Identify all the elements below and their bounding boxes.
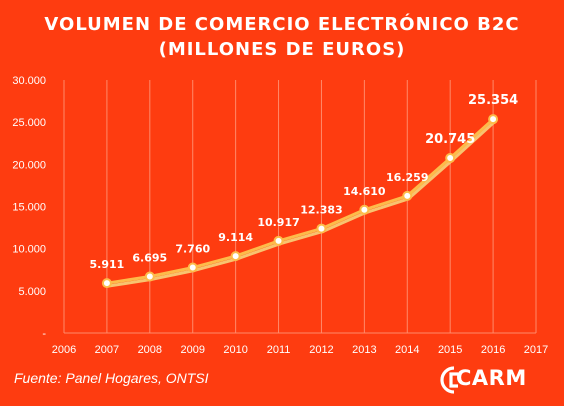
data-point xyxy=(101,278,112,289)
x-tick-label: 2013 xyxy=(352,344,376,356)
y-tick-label: 15.000 xyxy=(12,202,46,214)
tick-labels: 2006 2007 2008 2009 2010 2011 2012 2013 2014 2015… xyxy=(12,75,548,356)
data-points xyxy=(101,114,499,289)
data-label: 6.695 xyxy=(132,252,167,265)
data-labels: 5.911 6.695 7.760 9.114 10.91712.38314.61016… xyxy=(90,93,519,271)
y-tick-label: 20.000 xyxy=(12,159,46,171)
chart-title: VOLUMEN DE COMERCIO ELECTRÓNICO B2C xyxy=(44,14,520,35)
data-label: 12.383 xyxy=(300,204,342,217)
data-point xyxy=(316,223,327,234)
data-label: 25.354 xyxy=(468,93,518,108)
data-label: 14.610 xyxy=(343,185,386,198)
y-tick-label: - xyxy=(42,328,46,340)
series-lines xyxy=(106,118,496,288)
data-label: 5.911 xyxy=(90,258,125,271)
carm-logo xyxy=(440,366,458,394)
y-tick-label: 5.000 xyxy=(18,286,46,298)
x-tick-label: 2011 xyxy=(267,344,291,356)
data-point xyxy=(187,262,198,273)
data-label: 16.259 xyxy=(386,171,428,184)
y-tick-label: 10.000 xyxy=(12,244,46,256)
x-tick-label: 2015 xyxy=(438,344,462,356)
y-tick-label: 25.000 xyxy=(12,117,46,129)
series-line-shadow xyxy=(107,121,496,288)
logo-c-inner xyxy=(449,372,458,388)
x-tick-label: 2006 xyxy=(52,344,76,356)
x-tick-label: 2009 xyxy=(180,344,204,356)
x-tick-label: 2017 xyxy=(524,344,548,356)
data-point xyxy=(230,251,241,262)
x-tick-label: 2016 xyxy=(481,344,505,356)
data-point xyxy=(359,204,370,215)
logo-text: CARM xyxy=(456,366,527,390)
data-point xyxy=(402,190,413,201)
data-label: 9.114 xyxy=(218,231,253,244)
x-tick-label: 2007 xyxy=(95,344,119,356)
source-note: Fuente: Panel Hogares, ONTSI xyxy=(14,370,209,386)
data-point xyxy=(273,235,284,246)
x-tick-label: 2014 xyxy=(395,344,419,356)
series-line xyxy=(106,118,495,285)
data-label: 10.917 xyxy=(257,216,299,229)
data-label: 7.760 xyxy=(175,243,210,256)
data-point xyxy=(488,114,499,125)
data-point xyxy=(144,271,155,282)
x-tick-label: 2008 xyxy=(138,344,162,356)
data-point xyxy=(445,153,456,164)
chart-subtitle: (MILLONES DE EUROS) xyxy=(158,39,406,60)
logo-c-outer xyxy=(440,366,455,394)
x-tick-label: 2012 xyxy=(309,344,333,356)
data-label: 20.745 xyxy=(425,132,475,147)
y-tick-label: 30.000 xyxy=(12,75,46,87)
x-tick-label: 2010 xyxy=(223,344,247,356)
